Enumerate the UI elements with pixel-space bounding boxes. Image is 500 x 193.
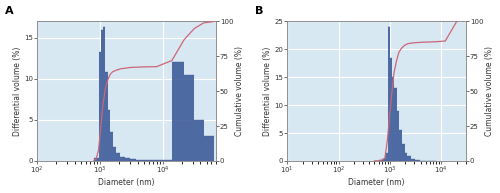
Y-axis label: Cumulative volume (%): Cumulative volume (%) [236, 46, 244, 136]
Y-axis label: Differential volume (%): Differential volume (%) [263, 47, 272, 136]
Y-axis label: Differential volume (%): Differential volume (%) [13, 47, 22, 136]
Y-axis label: Cumulative volume (%): Cumulative volume (%) [486, 46, 494, 136]
X-axis label: Diameter (nm): Diameter (nm) [98, 179, 154, 187]
Text: A: A [5, 6, 14, 16]
Text: B: B [255, 6, 264, 16]
X-axis label: Diameter (nm): Diameter (nm) [348, 179, 405, 187]
